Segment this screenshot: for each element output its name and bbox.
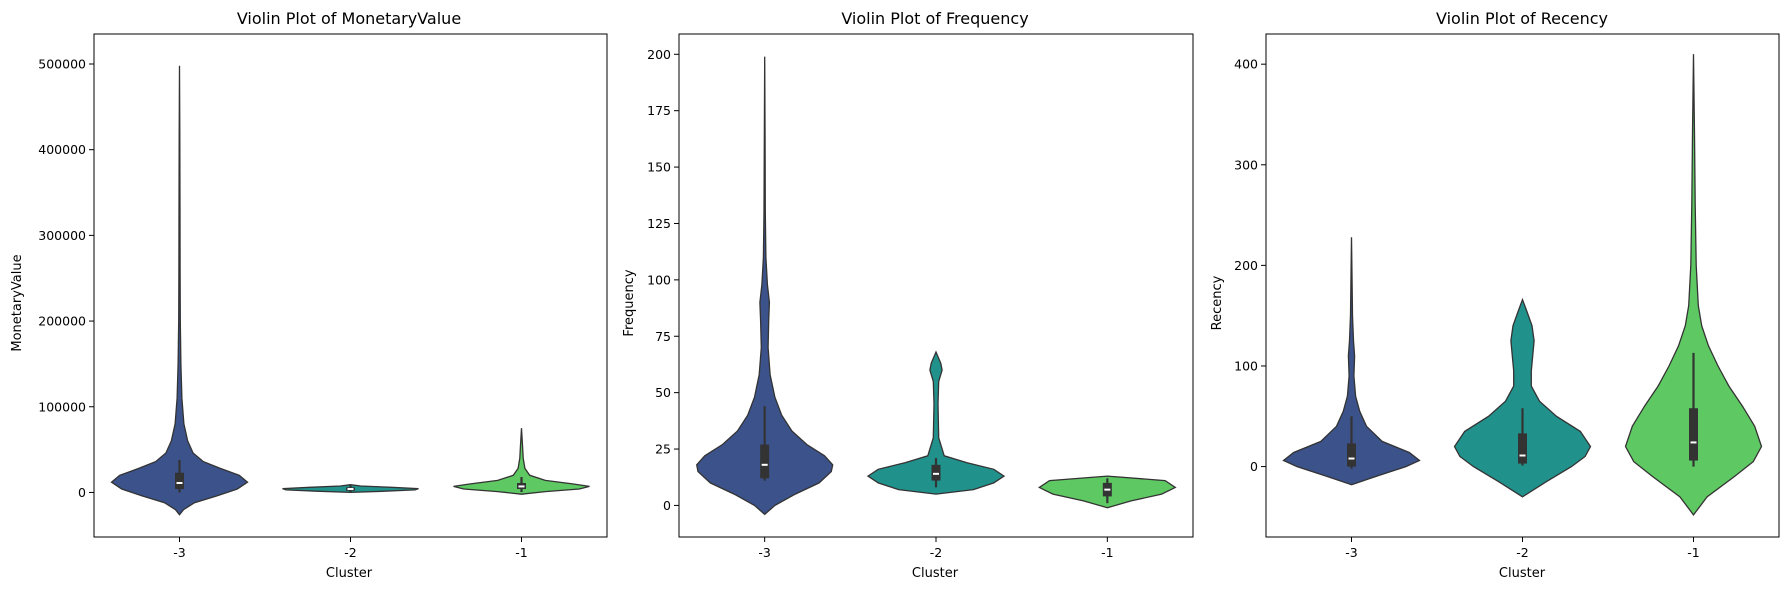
x-axis-label: Cluster — [1499, 566, 1546, 581]
x-axis-label: Cluster — [912, 566, 959, 581]
y-tick-label: 125 — [647, 216, 671, 231]
panel-frequency: Violin Plot of Frequency Cluster Frequen… — [622, 9, 1194, 581]
chart-title: Violin Plot of MonetaryValue — [237, 9, 461, 28]
x-tick-label: -2 — [930, 545, 942, 560]
x-tick-label: -1 — [515, 545, 527, 560]
x-axis-label: Cluster — [326, 566, 373, 581]
violin-iqr-box — [760, 444, 770, 479]
chart-title: Violin Plot of Frequency — [841, 9, 1028, 28]
y-tick-label: 200000 — [38, 314, 86, 329]
x-tick-label: -3 — [1345, 545, 1357, 560]
y-tick-label: 200 — [647, 47, 671, 62]
y-axis-label: MonetaryValue — [10, 254, 25, 351]
y-tick-label: 175 — [647, 103, 671, 118]
x-tick-label: -3 — [758, 545, 770, 560]
violin-body — [866, 350, 1006, 495]
x-tick-label: -3 — [173, 545, 185, 560]
y-tick-label: 300 — [1234, 157, 1258, 172]
y-tick-label: 100 — [1234, 358, 1258, 373]
y-tick-label: 25 — [655, 442, 671, 457]
violin-iqr-box — [1347, 443, 1356, 467]
violin-iqr-box — [175, 472, 184, 490]
panel-monetary-value: Violin Plot of MonetaryValue Cluster Mon… — [10, 9, 608, 581]
y-tick-label: 50 — [655, 385, 671, 400]
y-tick-label: 400 — [1234, 57, 1258, 72]
y-tick-label: 400000 — [38, 142, 86, 157]
y-tick-label: 200 — [1234, 258, 1258, 273]
y-tick-label: 100000 — [38, 399, 86, 414]
y-tick-label: 0 — [663, 498, 671, 513]
x-tick-label: -1 — [1101, 545, 1113, 560]
x-tick-label: -1 — [1687, 545, 1699, 560]
violin-iqr-box — [1518, 433, 1527, 464]
violin-body — [696, 56, 834, 516]
y-tick-label: 0 — [1250, 459, 1258, 474]
y-tick-label: 500000 — [38, 56, 86, 71]
violin-body — [1453, 297, 1592, 498]
x-tick-label: -2 — [344, 545, 356, 560]
y-tick-label: 0 — [78, 485, 86, 500]
y-axis-label: Frequency — [622, 269, 637, 336]
violin-iqr-box — [1689, 408, 1698, 461]
violin-body — [1282, 237, 1421, 486]
violin-body — [453, 428, 590, 495]
violin-body — [110, 65, 249, 516]
y-tick-label: 150 — [647, 160, 671, 175]
y-tick-label: 100 — [647, 272, 671, 287]
violin-iqr-box — [931, 464, 941, 481]
y-axis-label: Recency — [1210, 275, 1225, 330]
y-tick-label: 75 — [655, 329, 671, 344]
chart-title: Violin Plot of Recency — [1436, 9, 1608, 28]
panel-recency: Violin Plot of Recency Cluster Recency 0… — [1210, 9, 1780, 581]
y-tick-label: 300000 — [38, 228, 86, 243]
violin-body — [1624, 54, 1763, 516]
x-tick-label: -2 — [1516, 545, 1528, 560]
